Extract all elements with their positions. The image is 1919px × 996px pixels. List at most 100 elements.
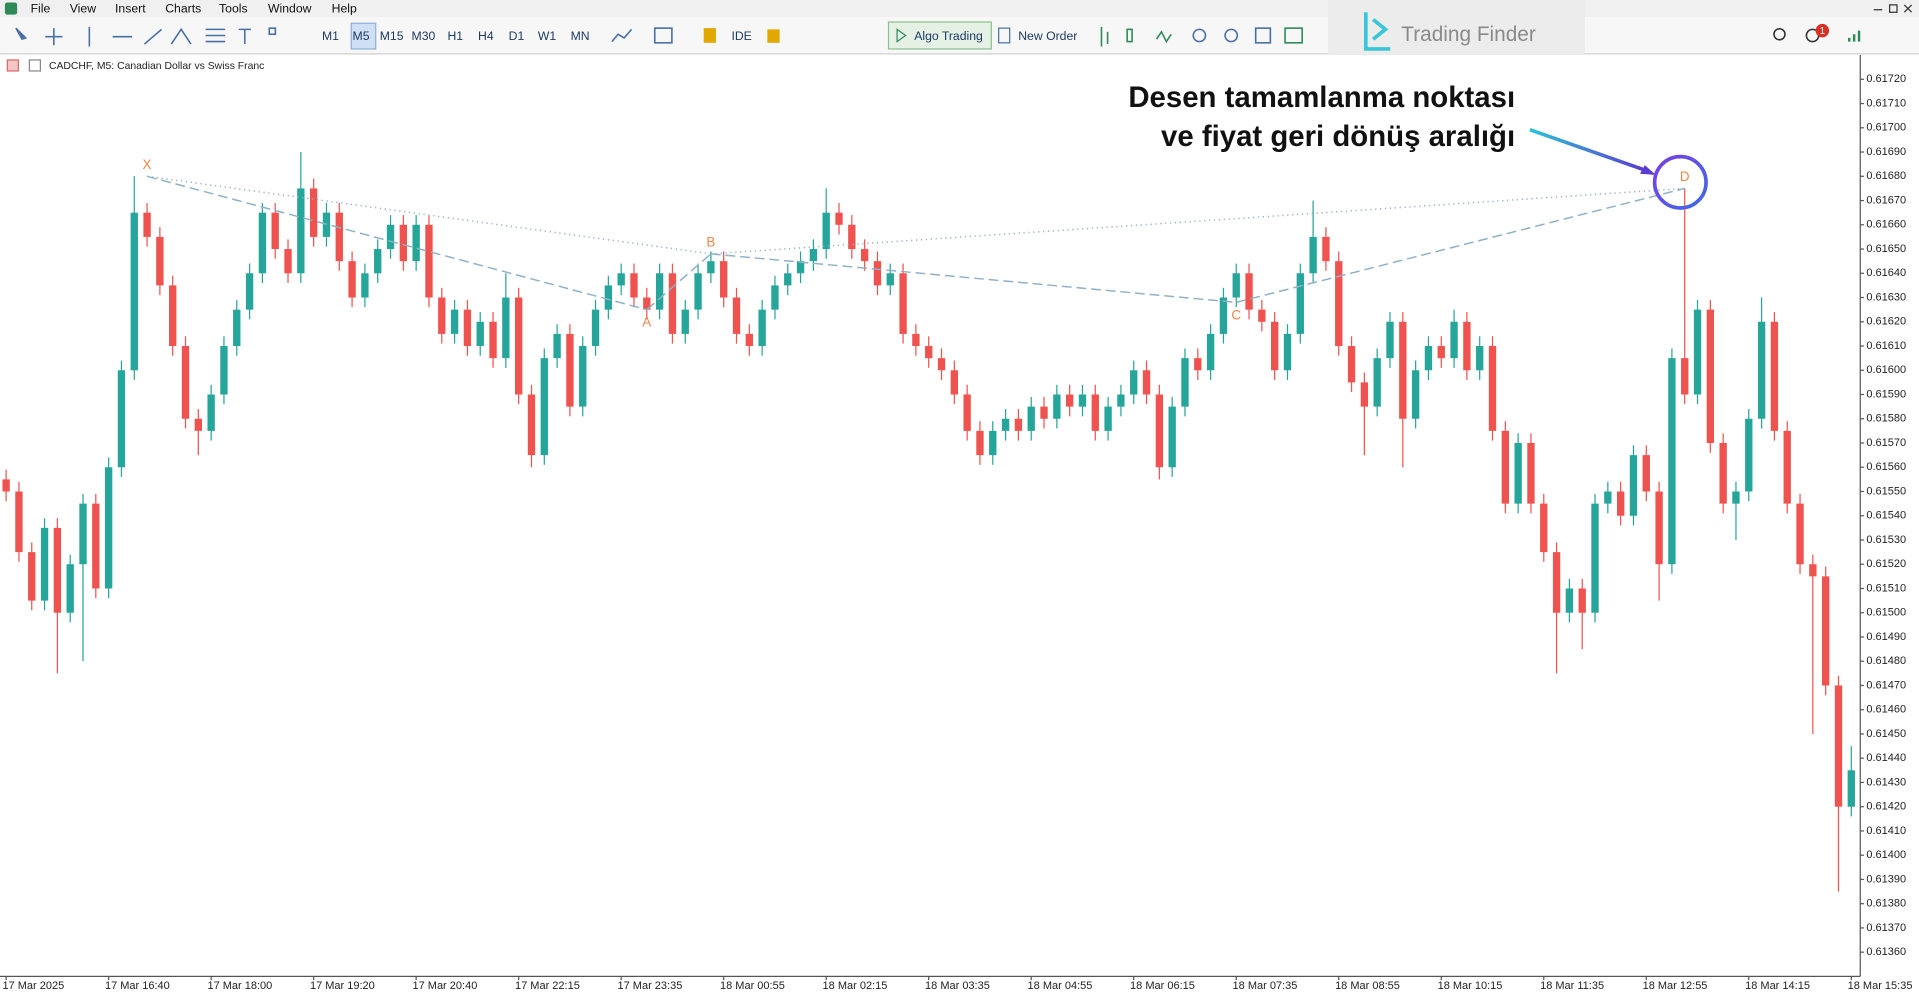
menu-item[interactable]: Charts: [165, 1, 201, 15]
y-tick-label: 0.61580: [1866, 413, 1906, 425]
menu-item[interactable]: View: [70, 1, 96, 15]
menu-item[interactable]: Tools: [219, 1, 248, 15]
timeframe-button[interactable]: W1: [538, 29, 557, 43]
x-tick-label: 17 Mar 2025: [2, 980, 64, 992]
candle-body: [1373, 358, 1381, 407]
candle-body: [1501, 430, 1509, 504]
timeframe-button[interactable]: M5: [353, 29, 370, 43]
candle-body: [1258, 309, 1266, 322]
chart-area: [0, 55, 1919, 996]
timeframe-button[interactable]: M30: [412, 29, 436, 43]
x-tick-label: 17 Mar 19:20: [310, 980, 375, 992]
candle-body: [463, 309, 472, 347]
candle-body: [976, 430, 984, 456]
x-tick-label: 18 Mar 14:15: [1745, 980, 1810, 992]
menu-item[interactable]: Help: [332, 1, 357, 15]
candle-body: [438, 297, 446, 334]
candle-body: [707, 261, 715, 274]
timeframe-button[interactable]: M1: [322, 29, 339, 43]
candle-body: [1424, 346, 1433, 371]
new-order-button[interactable]: New Order: [1018, 29, 1077, 43]
candle-body: [1104, 406, 1112, 431]
market-icon[interactable]: [703, 28, 716, 43]
candle-body: [1219, 297, 1228, 334]
candle-body: [1809, 564, 1817, 577]
line-chart-tool[interactable]: [1155, 30, 1172, 44]
y-tick-label: 0.61670: [1866, 194, 1906, 206]
candle-body: [53, 527, 62, 613]
timeframe-button[interactable]: M15: [380, 29, 404, 43]
candle-body: [2, 479, 10, 492]
x-tick-label: 18 Mar 07:35: [1233, 980, 1298, 992]
cursor-tool[interactable]: [15, 27, 28, 41]
candle-body: [540, 358, 548, 456]
autoscroll-tool[interactable]: [1284, 27, 1303, 44]
candle-body: [117, 370, 126, 468]
ide-button[interactable]: IDE: [731, 29, 751, 43]
candle-body: [1411, 370, 1420, 419]
candle-body: [156, 236, 164, 286]
timeframe-button[interactable]: H1: [447, 29, 463, 43]
timeframe-button[interactable]: H4: [478, 29, 494, 43]
fibo-tool[interactable]: [205, 28, 226, 43]
candle-body: [1117, 394, 1125, 407]
candle-body: [668, 273, 677, 334]
candle-body: [1322, 236, 1330, 262]
candle-body: [1027, 406, 1035, 431]
templates-tool[interactable]: [653, 27, 673, 44]
shapes-tool[interactable]: [268, 27, 277, 36]
algo-trading-label[interactable]: Algo Trading: [914, 29, 983, 43]
zoom-in-tool[interactable]: [1192, 28, 1207, 43]
candle-body: [425, 224, 433, 298]
y-tick-label: 0.61430: [1866, 776, 1906, 788]
zoom-out-tool[interactable]: [1224, 28, 1239, 43]
candle-body: [873, 261, 882, 286]
candle-body: [1040, 406, 1048, 419]
candle-body: [1527, 443, 1535, 504]
search-icon[interactable]: [1773, 27, 1786, 41]
candle-body: [335, 212, 343, 262]
candle-body: [399, 224, 408, 262]
pattern-ratio-line: [710, 187, 1685, 255]
menu-item[interactable]: File: [31, 1, 51, 15]
candle-body: [284, 249, 292, 274]
candle-body: [1245, 273, 1253, 310]
channel-tool[interactable]: [170, 27, 192, 45]
y-tick-label: 0.61410: [1866, 825, 1906, 837]
indicators-tool[interactable]: [611, 28, 633, 43]
window-controls[interactable]: [1873, 4, 1913, 13]
timeframe-selected: [350, 22, 377, 50]
y-tick-label: 0.61690: [1866, 146, 1906, 158]
candles-tool[interactable]: [1126, 28, 1133, 43]
candle-body: [579, 346, 587, 407]
candle-body: [809, 249, 818, 262]
toolbar-texts: M1 M5 M15 M30 H1 H4 D1 W1 MN IDE Algo Trading New O…: [322, 29, 1077, 43]
y-tick-label: 0.61380: [1866, 898, 1906, 910]
crosshair-tool[interactable]: [45, 28, 63, 46]
menu-item[interactable]: Window: [268, 1, 312, 15]
candle-body: [527, 394, 536, 456]
text-tool[interactable]: [238, 28, 251, 45]
candle-body: [835, 212, 843, 225]
candle-body: [1847, 770, 1855, 807]
bars-tool[interactable]: [1100, 26, 1109, 47]
y-tick-label: 0.61390: [1866, 873, 1906, 885]
candle-body: [1514, 443, 1522, 504]
menu-item[interactable]: Insert: [115, 1, 146, 15]
candle-body: [309, 188, 318, 237]
candle-body: [912, 333, 920, 347]
x-tick-label: 18 Mar 03:35: [925, 980, 990, 992]
candle-body: [1821, 576, 1830, 686]
candle-body: [1437, 346, 1445, 359]
candle-body: [886, 273, 894, 286]
timeframe-button[interactable]: D1: [509, 29, 525, 43]
y-tick-label: 0.61520: [1866, 558, 1906, 570]
tile-tool[interactable]: [1254, 27, 1272, 44]
candle-body: [1347, 346, 1356, 383]
trendline-tool[interactable]: [143, 28, 163, 45]
timeframe-button[interactable]: MN: [571, 29, 590, 43]
candle-body: [720, 261, 728, 298]
signals-icon[interactable]: [767, 29, 780, 43]
y-tick-label: 0.61700: [1866, 122, 1906, 134]
candle-body: [937, 358, 946, 371]
